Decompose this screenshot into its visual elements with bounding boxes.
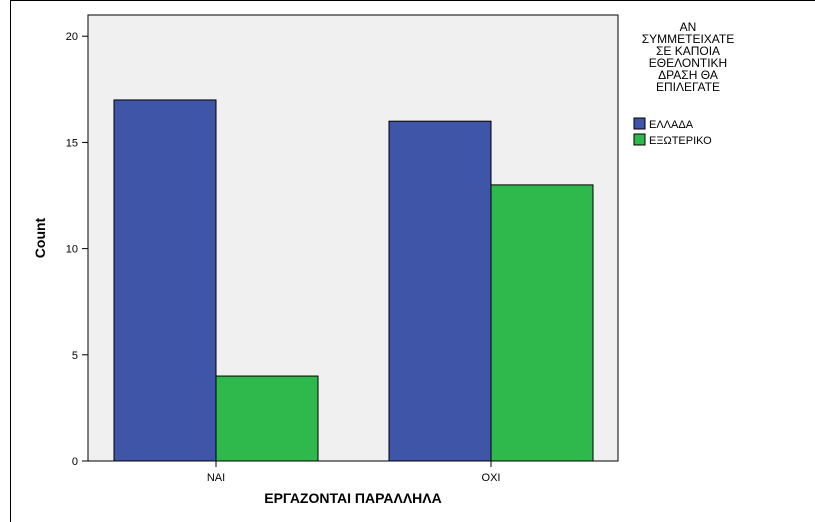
bar-2-1 <box>388 120 492 462</box>
legend-swatch <box>633 117 646 130</box>
legend-title-line: ΕΘΕΛΟΝΤΙΚΗ <box>649 56 727 70</box>
bar-1-1 <box>113 99 217 462</box>
legend-swatch <box>633 133 646 146</box>
y-axis-title: Count <box>32 217 48 258</box>
x-axis-title: ΕΡΓΑΖΟΝΤΑΙ ΠΑΡΑΛΛΗΛΑ <box>264 490 442 506</box>
legend-title-line: ΑΝ <box>680 20 697 34</box>
legend-title-line: ΣΥΜΜΕΤΕΙΧΑΤΕ <box>642 32 735 46</box>
legend-title-line: ΣΕ ΚΑΠΟΙΑ <box>656 44 720 58</box>
legend-label: ΕΞΩΤΕΡΙΚΟ <box>649 135 712 147</box>
y-tick-label: 10 <box>66 244 78 256</box>
y-tick-label: 5 <box>72 350 78 362</box>
y-tick-label: 15 <box>66 137 78 149</box>
x-axis: ΝΑΙ ΟΧΙ <box>207 461 501 484</box>
y-tick-label: 0 <box>72 456 78 468</box>
bar-2-2 <box>490 184 594 462</box>
x-tick-label: ΝΑΙ <box>207 472 225 484</box>
x-tick-label: ΟΧΙ <box>482 472 501 484</box>
legend-title-line: ΔΡΑΣΗ ΘΑ <box>658 68 718 82</box>
legend-title-line: ΕΠΙΛΕΓΑΤΕ <box>656 80 720 94</box>
y-tick-label: 20 <box>66 31 78 43</box>
y-axis: 0 5 10 15 20 <box>66 31 88 468</box>
legend-label: ΕΛΛΑΔΑ <box>649 119 694 131</box>
bars <box>113 99 594 462</box>
bar-1-2 <box>215 375 319 462</box>
